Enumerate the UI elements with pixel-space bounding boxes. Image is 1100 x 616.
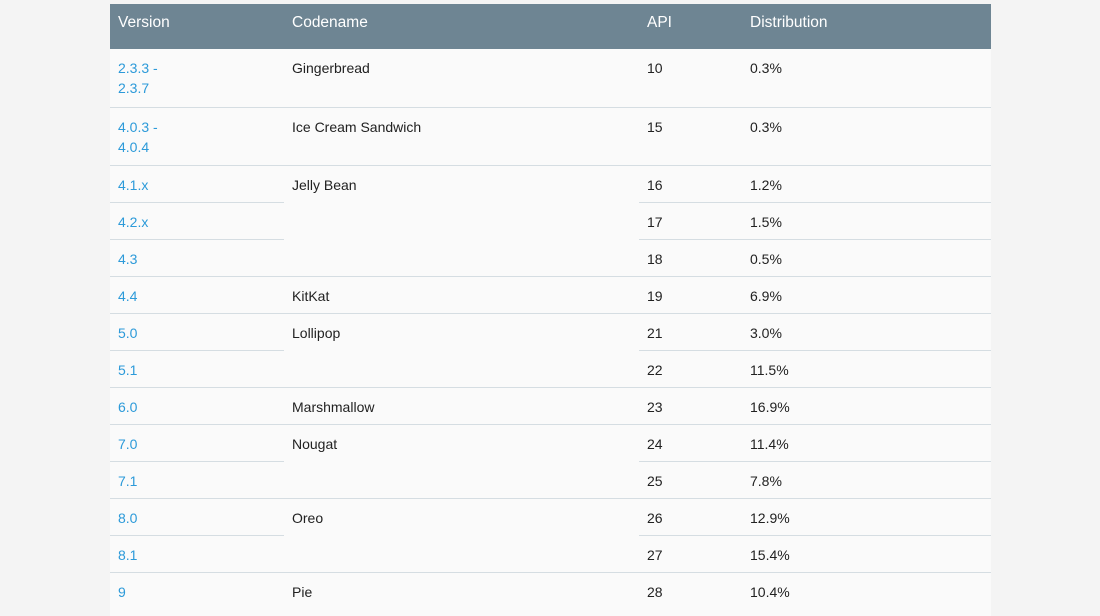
api-cell: 23	[647, 398, 663, 415]
distribution-cell: 1.2%	[750, 176, 782, 193]
codename-cell: Lollipop	[292, 324, 341, 341]
table-header-row: Version Codename API Distribution	[110, 4, 991, 49]
android-version-distribution-table: Version Codename API Distribution 2.3.3 …	[110, 4, 991, 609]
distribution-cell: 0.3%	[750, 60, 782, 76]
codename-cell: Nougat	[292, 435, 338, 452]
version-link[interactable]: 4.1.x	[118, 176, 149, 193]
version-link[interactable]: 8.0	[118, 509, 138, 526]
table-row: 4.4 KitKat 19 6.9%	[110, 276, 991, 314]
codename-cell: Marshmallow	[292, 398, 375, 415]
distribution-cell: 1.5%	[750, 213, 782, 230]
version-link[interactable]: 6.0	[118, 398, 138, 415]
api-cell: 10	[647, 60, 663, 76]
api-cell: 22	[647, 361, 663, 378]
distribution-table-container: Version Codename API Distribution 2.3.3 …	[110, 4, 991, 616]
version-link[interactable]: 5.0	[118, 324, 138, 341]
header-distribution: Distribution	[742, 4, 991, 49]
api-cell: 17	[647, 213, 663, 230]
table-row: 5.0 Lollipop 21 3.0%	[110, 313, 991, 388]
api-cell: 16	[647, 176, 663, 193]
header-api: API	[639, 4, 742, 49]
api-cell: 24	[647, 435, 663, 452]
version-link[interactable]: 4.4	[118, 287, 138, 304]
distribution-cell: 15.4%	[750, 546, 790, 563]
table-row: 9 Pie 28 10.4%	[110, 572, 991, 609]
api-cell: 15	[647, 118, 663, 135]
codename-cell: Pie	[292, 583, 313, 600]
version-link[interactable]: 4.0.3 - 4.0.4	[118, 118, 158, 155]
codename-cell: Ice Cream Sandwich	[292, 118, 422, 135]
header-version: Version	[110, 4, 284, 49]
distribution-cell: 0.5%	[750, 250, 782, 267]
distribution-cell: 0.3%	[750, 118, 782, 135]
api-cell: 18	[647, 250, 663, 267]
api-cell: 21	[647, 324, 663, 341]
api-cell: 25	[647, 472, 663, 489]
distribution-cell: 6.9%	[750, 287, 782, 304]
table-row: 6.0 Marshmallow 23 16.9%	[110, 387, 991, 425]
table-row: 8.0 Oreo 26 12.9%	[110, 498, 991, 573]
version-link[interactable]: 4.3	[118, 250, 138, 267]
table-row: 4.2.x 17 1.5%	[110, 202, 991, 240]
version-link[interactable]: 2.3.3 - 2.3.7	[118, 60, 158, 96]
api-cell: 19	[647, 287, 663, 304]
distribution-cell: 11.5%	[750, 361, 789, 378]
table-row: 2.3.3 - 2.3.7 Gingerbread 10 0.3%	[110, 49, 991, 108]
api-cell: 28	[647, 583, 663, 600]
table-row: 4.1.x Jelly Bean 16 1.2%	[110, 165, 991, 277]
codename-cell: KitKat	[292, 287, 330, 304]
version-link[interactable]: 7.0	[118, 435, 138, 452]
distribution-cell: 10.4%	[750, 583, 790, 600]
codename-cell: Jelly Bean	[292, 176, 357, 193]
version-link[interactable]: 4.2.x	[118, 213, 149, 230]
api-cell: 26	[647, 509, 663, 526]
table-row: 4.3 18 0.5%	[110, 239, 991, 277]
table-row: 4.0.3 - 4.0.4 Ice Cream Sandwich 15 0.3%	[110, 107, 991, 166]
api-cell: 27	[647, 546, 663, 563]
distribution-cell: 11.4%	[750, 435, 789, 452]
version-link[interactable]: 9	[118, 583, 126, 600]
codename-cell: Gingerbread	[292, 60, 370, 76]
table-row: 8.1 27 15.4%	[110, 535, 991, 573]
table-row: 7.0 Nougat 24 11.4%	[110, 424, 991, 499]
header-codename: Codename	[284, 4, 639, 49]
distribution-cell: 3.0%	[750, 324, 782, 341]
distribution-cell: 16.9%	[750, 398, 790, 415]
version-link[interactable]: 7.1	[118, 472, 138, 489]
distribution-cell: 7.8%	[750, 472, 782, 489]
distribution-cell: 12.9%	[750, 509, 790, 526]
table-row: 5.1 22 11.5%	[110, 350, 991, 388]
codename-cell: Oreo	[292, 509, 324, 526]
version-link[interactable]: 8.1	[118, 546, 138, 563]
version-link[interactable]: 5.1	[118, 361, 138, 378]
table-row: 7.1 25 7.8%	[110, 461, 991, 499]
